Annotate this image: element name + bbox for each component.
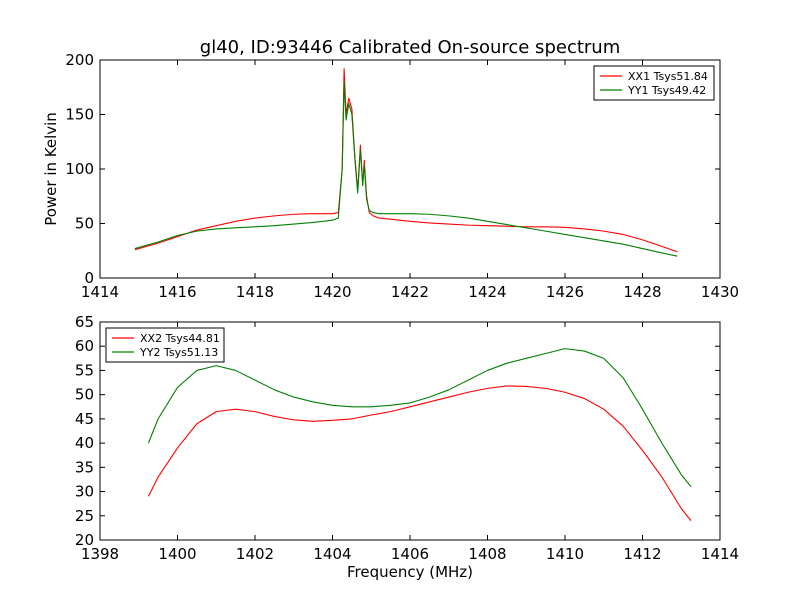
x-tick-label: 1404 (313, 545, 351, 563)
y-tick-label: 50 (75, 386, 94, 404)
panels: 1414 1416 1418 1420 1422 1424 1426 1428 14300501… (42, 51, 739, 581)
x-tick-label: 1410 (546, 545, 584, 563)
series-lines (147, 348, 692, 521)
legend-label: XX2 Tsys44.81 (140, 332, 220, 345)
x-tick-label: 1398 (81, 545, 119, 563)
y-tick-label: 65 (75, 313, 94, 331)
x-tick-label: 1428 (623, 283, 661, 301)
x-tick-label: 1408 (468, 545, 506, 563)
y-tick-label: 30 (75, 483, 94, 501)
legend-label: XX1 Tsys51.84 (628, 70, 708, 83)
y-tick-label: 0 (84, 269, 94, 287)
x-tick-label: 1414 (701, 545, 739, 563)
y-tick-label: 150 (65, 106, 94, 124)
x-tick-label: 1422 (391, 283, 429, 301)
x-axis-label: Frequency (MHz) (347, 563, 473, 581)
x-tick-label: 1402 (236, 545, 274, 563)
x-tick-label: 1424 (468, 283, 506, 301)
legend-box (105, 327, 225, 363)
y-tick-label: 50 (75, 215, 94, 233)
x-tick-label: 1426 (546, 283, 584, 301)
y-tick-label: 55 (75, 361, 94, 379)
y-axis-label: Power in Kelvin (42, 112, 60, 226)
chart-panel-1: 1414 1416 1418 1420 1422 1424 1426 1428 1430 0 50 1… (42, 51, 739, 301)
x-tick-label: 1420 (313, 283, 351, 301)
figure-title: gl40, ID:93446 Calibrated On-source spec… (200, 37, 620, 58)
y-tick-label: 45 (75, 410, 94, 428)
x-tick-label: 1430 (701, 283, 739, 301)
y-tick-label: 100 (65, 160, 94, 178)
x-tick-label: 1418 (236, 283, 274, 301)
series-line-1 (147, 385, 692, 521)
x-tick-label: 1416 (158, 283, 196, 301)
y-tick-label: 60 (75, 337, 94, 355)
x-tick-label: 1412 (623, 545, 661, 563)
y-tick-label: 25 (75, 507, 94, 525)
x-tick-label: 1414 (81, 283, 119, 301)
legend-box (593, 65, 715, 101)
x-tick-label: 1406 (391, 545, 429, 563)
series-line-2 (147, 348, 692, 488)
x-tick-label: 1400 (158, 545, 196, 563)
y-tick-label: 200 (65, 51, 94, 69)
series-line-2 (134, 81, 678, 257)
y-tick-label: 20 (75, 531, 94, 549)
legend-label: YY1 Tsys49.42 (627, 84, 706, 97)
series-lines (134, 68, 678, 257)
legend-label: YY2 Tsys51.13 (139, 346, 218, 359)
y-tick-label: 35 (75, 458, 94, 476)
chart-panel-2: 1398 1400 1402 1404 1406 1408 1410 1412 1414 20 25… (75, 313, 739, 581)
y-tick-label: 40 (75, 434, 94, 452)
